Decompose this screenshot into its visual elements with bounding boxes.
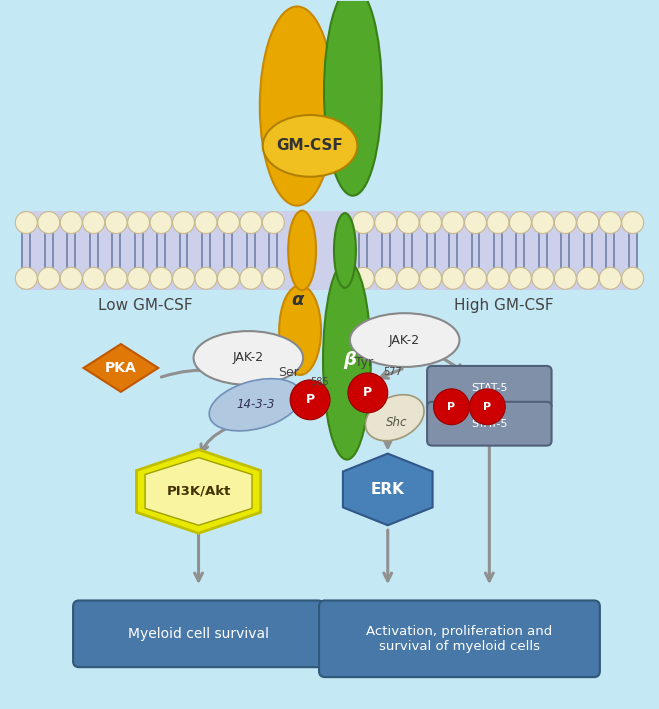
Circle shape <box>532 211 554 233</box>
Text: 14-3-3: 14-3-3 <box>236 398 275 411</box>
Ellipse shape <box>365 395 424 441</box>
Text: Low GM-CSF: Low GM-CSF <box>98 298 193 313</box>
Circle shape <box>38 211 60 233</box>
Circle shape <box>195 267 217 289</box>
Circle shape <box>577 211 599 233</box>
Circle shape <box>128 267 150 289</box>
Text: Tyr: Tyr <box>355 357 373 369</box>
Circle shape <box>621 211 644 233</box>
Circle shape <box>348 373 387 413</box>
Circle shape <box>60 211 82 233</box>
Circle shape <box>240 267 262 289</box>
Circle shape <box>599 267 621 289</box>
Text: α: α <box>291 291 303 309</box>
Circle shape <box>554 211 576 233</box>
Circle shape <box>353 267 374 289</box>
Circle shape <box>240 211 262 233</box>
Circle shape <box>290 380 330 420</box>
Circle shape <box>173 211 194 233</box>
Polygon shape <box>136 450 261 533</box>
Ellipse shape <box>260 6 335 206</box>
Text: 585: 585 <box>310 377 329 387</box>
Circle shape <box>173 267 194 289</box>
Text: Myeloid cell survival: Myeloid cell survival <box>128 627 269 641</box>
Text: High GM-CSF: High GM-CSF <box>455 298 554 313</box>
Text: STAT-5: STAT-5 <box>471 383 507 393</box>
Circle shape <box>262 267 284 289</box>
Circle shape <box>195 211 217 233</box>
Ellipse shape <box>263 115 357 177</box>
Polygon shape <box>343 454 432 525</box>
Circle shape <box>397 211 419 233</box>
Circle shape <box>509 267 531 289</box>
Ellipse shape <box>279 285 321 375</box>
Circle shape <box>38 267 60 289</box>
Circle shape <box>577 267 599 289</box>
Circle shape <box>15 267 38 289</box>
Circle shape <box>83 267 105 289</box>
Text: JAK-2: JAK-2 <box>389 333 420 347</box>
Text: ERK: ERK <box>371 482 405 497</box>
Circle shape <box>487 267 509 289</box>
Circle shape <box>105 211 127 233</box>
Bar <box>21 211 638 290</box>
Circle shape <box>554 267 576 289</box>
Text: P: P <box>447 402 455 412</box>
Circle shape <box>15 211 38 233</box>
Circle shape <box>442 267 464 289</box>
Ellipse shape <box>194 331 303 385</box>
Polygon shape <box>145 457 252 525</box>
Circle shape <box>465 211 486 233</box>
Circle shape <box>621 267 644 289</box>
Ellipse shape <box>350 313 459 367</box>
Circle shape <box>434 389 469 425</box>
Text: JAK-2: JAK-2 <box>233 352 264 364</box>
Text: 577: 577 <box>383 367 401 377</box>
FancyBboxPatch shape <box>73 601 324 667</box>
FancyBboxPatch shape <box>427 366 552 410</box>
Circle shape <box>217 211 239 233</box>
Text: PKA: PKA <box>105 361 137 375</box>
Circle shape <box>420 267 442 289</box>
Circle shape <box>353 211 374 233</box>
Text: Shc: Shc <box>386 416 407 429</box>
Circle shape <box>262 211 284 233</box>
Circle shape <box>599 211 621 233</box>
Circle shape <box>375 211 397 233</box>
Ellipse shape <box>323 260 371 459</box>
Circle shape <box>150 267 172 289</box>
Text: STAT-5: STAT-5 <box>471 419 507 429</box>
Circle shape <box>442 211 464 233</box>
Text: Ser: Ser <box>278 367 299 379</box>
Text: β: β <box>343 351 357 369</box>
Ellipse shape <box>209 379 301 431</box>
Polygon shape <box>84 344 158 392</box>
Circle shape <box>150 211 172 233</box>
Ellipse shape <box>324 0 382 196</box>
Text: Activation, proliferation and
survival of myeloid cells: Activation, proliferation and survival o… <box>366 625 553 653</box>
Circle shape <box>397 267 419 289</box>
Circle shape <box>509 211 531 233</box>
Circle shape <box>128 211 150 233</box>
Circle shape <box>105 267 127 289</box>
Text: PI3K/Akt: PI3K/Akt <box>166 485 231 498</box>
Text: P: P <box>363 386 372 399</box>
Circle shape <box>60 267 82 289</box>
Circle shape <box>465 267 486 289</box>
Circle shape <box>532 267 554 289</box>
Ellipse shape <box>334 213 356 288</box>
FancyBboxPatch shape <box>427 402 552 446</box>
Circle shape <box>375 267 397 289</box>
Text: P: P <box>306 393 314 406</box>
Circle shape <box>420 211 442 233</box>
Circle shape <box>487 211 509 233</box>
Circle shape <box>469 389 505 425</box>
Text: GM-CSF: GM-CSF <box>277 138 343 153</box>
Ellipse shape <box>288 211 316 290</box>
Circle shape <box>83 211 105 233</box>
FancyBboxPatch shape <box>319 601 600 677</box>
Circle shape <box>217 267 239 289</box>
Text: P: P <box>483 402 492 412</box>
